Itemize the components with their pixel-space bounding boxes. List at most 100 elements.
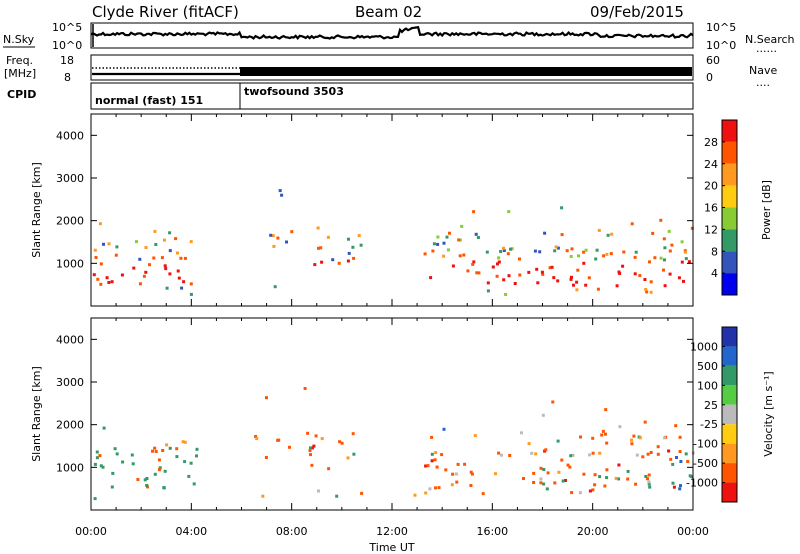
scatter-cell [584,248,588,252]
station-title: Clyde River (fitACF) [92,3,239,21]
scatter-cell [668,249,672,253]
scatter-cell [615,284,619,288]
y-tick-label: 2000 [56,419,84,432]
scatter-cell [189,240,193,244]
scatter-cell [667,229,671,233]
scatter-cell [610,232,614,236]
colorbar-swatch [722,207,737,230]
scatter-cell [442,241,446,245]
scatter-cell [338,440,342,444]
scatter-cell [653,256,657,260]
scatter-cell [327,467,331,471]
scatter-cell [164,267,168,271]
scatter-cell [522,477,525,480]
colorbar-swatch [722,385,737,405]
scatter-cell [450,483,454,487]
scatter-cell [469,470,473,474]
scatter-cell [675,456,678,459]
scatter-cell [314,434,318,438]
scatter-cell [651,231,655,235]
scatter-cell [271,234,275,238]
scatter-cell [474,232,478,236]
scatter-cell [687,260,691,264]
scatter-cell [507,210,511,214]
colorbar-swatch [722,185,737,208]
nsearch-label: N.Search [745,33,795,46]
colorbar-tick-label: 12 [704,223,718,236]
scatter-cell [472,260,476,264]
scatter-cell [110,485,114,489]
velocity-scatter [93,387,695,501]
scatter-cell [121,460,125,464]
scatter-cell [686,460,690,463]
scatter-cell [154,243,158,246]
colorbar-tick-label: 100 [697,379,718,392]
scatter-cell [99,262,103,266]
scatter-cell [272,244,276,248]
scatter-cell [591,451,595,455]
scatter-cell [94,256,98,259]
scatter-cell [556,279,560,283]
scatter-cell [617,270,621,274]
scatter-cell [560,233,564,237]
scatter-cell [643,278,647,281]
scatter-cell [690,475,693,479]
scatter-cell [593,473,597,477]
scatter-cell [500,453,503,457]
colorbar-swatch [722,251,737,274]
scatter-cell [659,218,663,222]
scatter-cell [633,255,637,259]
scatter-cell [469,484,473,487]
scatter-cell [546,471,550,475]
y-tick-label: 4000 [56,129,84,142]
scatter-cell [645,290,649,294]
scatter-cell [532,481,536,484]
colorbar-swatch [722,365,737,386]
colorbar-swatch [722,163,737,186]
colorbar-swatch [722,346,737,366]
scatter-cell [565,249,569,253]
scatter-cell [605,252,609,256]
scatter-cell [630,438,633,442]
scatter-cell [656,445,660,449]
scatter-cell [544,448,548,452]
scatter-cell [276,438,280,442]
scatter-cell [582,472,586,476]
scatter-cell [138,282,142,286]
scatter-cell [571,453,575,457]
scatter-cell [309,446,312,450]
scatter-cell [145,477,149,480]
scatter-cell [578,491,582,495]
nsky-left-tick-top: 10^5 [52,21,82,34]
scatter-cell [561,479,565,483]
scatter-cell [434,486,437,490]
scatter-cell [288,445,291,449]
scatter-cell [331,258,335,262]
y-tick-label: 1000 [56,257,84,270]
scatter-cell [541,272,545,276]
scatter-cell [595,248,599,252]
date-title: 09/Feb/2015 [590,3,684,21]
scatter-cell [617,477,621,481]
scatter-cell [539,477,543,481]
scatter-cell [105,276,109,280]
scatter-cell [584,283,588,287]
scatter-cell [684,257,688,261]
scatter-cell [430,435,434,439]
scatter-cell [180,286,184,290]
freq-right-tick-bottom: 0 [706,71,713,84]
nsky-right-tick-top: 10^5 [706,21,736,34]
scatter-cell [114,253,118,257]
scatter-cell [622,250,626,254]
scatter-cell [605,468,609,472]
scatter-cell [605,476,609,480]
scatter-cell [603,484,607,488]
scatter-cell [470,472,474,476]
scatter-cell [153,446,157,450]
scatter-cell [436,235,440,239]
scatter-cell [316,226,320,230]
scatter-cell [534,452,538,456]
power-frame [90,113,694,307]
scatter-cell [564,479,567,482]
